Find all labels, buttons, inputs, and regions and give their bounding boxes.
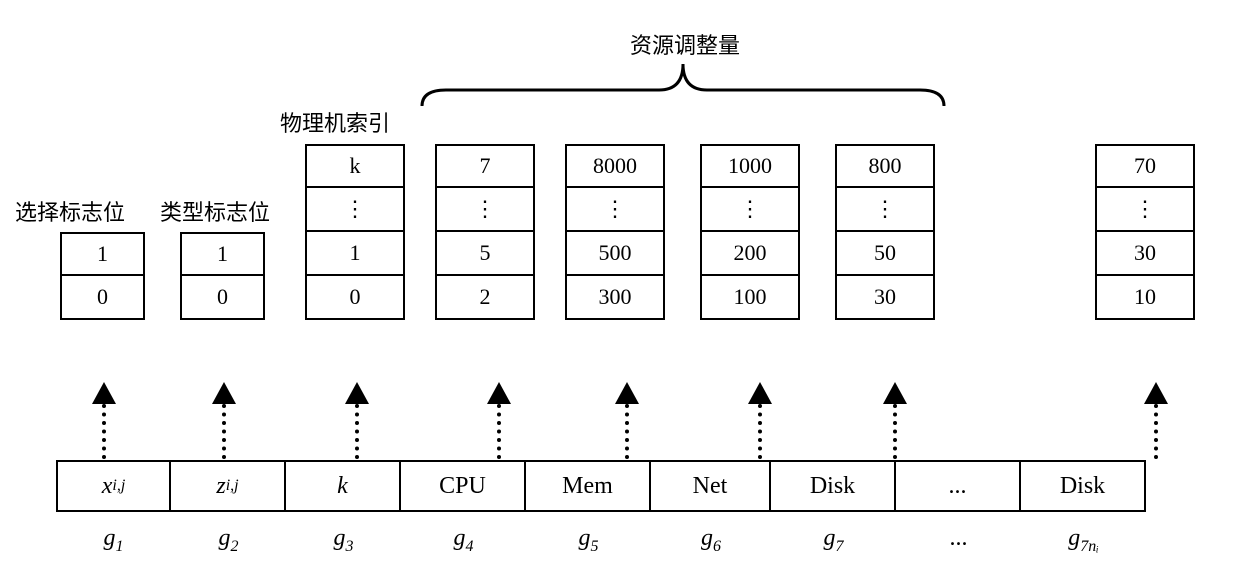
c1-stack: 10 xyxy=(60,232,145,320)
arrow-4 xyxy=(615,382,639,459)
bottom-cell-5: Net xyxy=(651,460,771,512)
c5-cell-0: 8000 xyxy=(565,144,665,188)
gene-encoding-diagram: 资源调整量 选择标志位10类型标志位10物理机索引k⋮107⋮528000⋮50… xyxy=(20,20,1220,565)
c2-cell-0: 1 xyxy=(180,232,265,276)
bottom-cell-3: CPU xyxy=(401,460,526,512)
brace-svg xyxy=(418,60,948,108)
arrow-2 xyxy=(345,382,369,459)
c1-cell-0: 1 xyxy=(60,232,145,276)
c1-cell-1: 0 xyxy=(60,276,145,320)
g-label-4: g5 xyxy=(526,525,651,556)
c3-cell-3: 0 xyxy=(305,276,405,320)
g-label-3: g4 xyxy=(401,525,526,556)
c8-stack: 70⋮3010 xyxy=(1095,144,1195,320)
c5-stack: 8000⋮500300 xyxy=(565,144,665,320)
c3-header: 物理机索引 xyxy=(280,106,390,138)
resource-adjust-label: 资源调整量 xyxy=(630,28,740,60)
c7-cell-0: 800 xyxy=(835,144,935,188)
c3-cell-2: 1 xyxy=(305,232,405,276)
c5-cell-3: 300 xyxy=(565,276,665,320)
g-label-5: g6 xyxy=(651,525,771,556)
arrow-1 xyxy=(212,382,236,459)
bottom-cell-2: k xyxy=(286,460,401,512)
c7-cell-3: 30 xyxy=(835,276,935,320)
c3-cell-1: ⋮ xyxy=(305,188,405,232)
c8-cell-2: 30 xyxy=(1095,232,1195,276)
c4-cell-0: 7 xyxy=(435,144,535,188)
c5-cell-2: 500 xyxy=(565,232,665,276)
c6-stack: 1000⋮200100 xyxy=(700,144,800,320)
bottom-cell-7: ... xyxy=(896,460,1021,512)
arrow-7 xyxy=(1144,382,1168,459)
brace xyxy=(418,60,948,108)
c3-cell-0: k xyxy=(305,144,405,188)
c4-cell-3: 2 xyxy=(435,276,535,320)
c6-cell-3: 100 xyxy=(700,276,800,320)
bottom-cell-4: Mem xyxy=(526,460,651,512)
c4-stack: 7⋮52 xyxy=(435,144,535,320)
g-label-1: g2 xyxy=(171,525,286,556)
c6-cell-2: 200 xyxy=(700,232,800,276)
c7-stack: 800⋮5030 xyxy=(835,144,935,320)
c8-cell-0: 70 xyxy=(1095,144,1195,188)
arrow-3 xyxy=(487,382,511,459)
c7-cell-2: 50 xyxy=(835,232,935,276)
arrow-6 xyxy=(883,382,907,459)
arrow-0 xyxy=(92,382,116,459)
c4-cell-1: ⋮ xyxy=(435,188,535,232)
g-label-2: g3 xyxy=(286,525,401,556)
c8-cell-3: 10 xyxy=(1095,276,1195,320)
g-label-0: g1 xyxy=(56,525,171,556)
c5-cell-1: ⋮ xyxy=(565,188,665,232)
c7-cell-1: ⋮ xyxy=(835,188,935,232)
c3-stack: k⋮10 xyxy=(305,144,405,320)
c2-stack: 10 xyxy=(180,232,265,320)
c1-header: 选择标志位 xyxy=(15,195,125,227)
arrow-5 xyxy=(748,382,772,459)
c8-cell-1: ⋮ xyxy=(1095,188,1195,232)
c6-cell-1: ⋮ xyxy=(700,188,800,232)
g-label-6: g7 xyxy=(771,525,896,556)
g-label-8: g7nᵢ xyxy=(1021,525,1146,556)
bottom-row: xi,jzi,jkCPUMemNetDisk...Disk xyxy=(56,460,1146,512)
bottom-cell-8: Disk xyxy=(1021,460,1146,512)
c2-header: 类型标志位 xyxy=(160,195,270,227)
bottom-cell-0: xi,j xyxy=(56,460,171,512)
c6-cell-0: 1000 xyxy=(700,144,800,188)
c2-cell-1: 0 xyxy=(180,276,265,320)
g-labels-row: g1g2g3g4g5g6g7...g7nᵢ xyxy=(56,525,1146,556)
c4-cell-2: 5 xyxy=(435,232,535,276)
bottom-cell-1: zi,j xyxy=(171,460,286,512)
g-label-7: ... xyxy=(896,525,1021,556)
bottom-cell-6: Disk xyxy=(771,460,896,512)
